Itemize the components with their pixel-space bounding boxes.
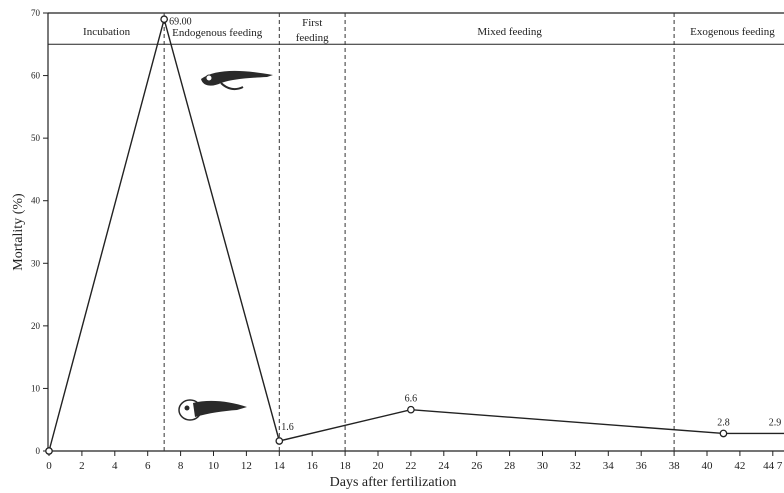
data-label: 1.6 — [281, 422, 294, 433]
x-ticks: 0 2 4 6 8 10 12 14 16 18 20 22 24 26 28 30 32 34 36 38 40 42 4… — [46, 451, 783, 472]
stage-label: Mixed feeding — [477, 26, 542, 38]
x-tick-label: 22 — [405, 460, 416, 472]
data-label: 6.6 — [405, 394, 418, 405]
y-tick-label: 40 — [31, 196, 41, 206]
x-tick-label: 40 — [702, 460, 714, 472]
y-tick-label: 70 — [31, 8, 41, 18]
stage-label: Exogenous feeding — [690, 26, 775, 38]
x-tick-label: 42 — [734, 460, 745, 472]
x-tick-label: 8 — [178, 460, 184, 472]
y-tick-label: 60 — [31, 71, 41, 81]
y-tick-label: 50 — [31, 133, 41, 143]
x-tick-label: 6 — [145, 460, 151, 472]
y-tick-label: 0 — [36, 446, 41, 456]
x-tick-label: 2 — [79, 460, 85, 472]
x-tick-label: 32 — [570, 460, 581, 472]
data-label: 2.9 — [769, 417, 782, 428]
x-tick-label: 44 7 — [763, 460, 783, 472]
data-point — [407, 405, 415, 414]
x-tick-label: 38 — [669, 460, 681, 472]
y-tick-label: 20 — [31, 321, 41, 331]
y-tick-label: 10 — [31, 383, 41, 393]
data-point — [275, 437, 284, 445]
stage-labels: Incubation Endogenous feeding First feeding… — [83, 17, 775, 44]
x-tick-label: 20 — [373, 460, 385, 472]
x-tick-label: 26 — [471, 460, 483, 472]
data-markers — [45, 15, 728, 455]
data-labels: 69.00 1.6 6.6 2.8 2.9 — [169, 16, 781, 433]
fish-egg-illustration — [178, 399, 247, 421]
series-line — [48, 16, 784, 452]
x-tick-label: 18 — [340, 460, 352, 472]
data-label: 69.00 — [169, 16, 192, 27]
data-label: 2.8 — [717, 417, 730, 428]
x-tick-label: 28 — [504, 460, 516, 472]
x-tick-label: 16 — [307, 460, 319, 472]
x-tick-label: 0 — [46, 460, 52, 472]
x-tick-label: 34 — [603, 460, 615, 472]
data-point — [719, 429, 728, 438]
x-axis-title: Days after fertilization — [330, 475, 457, 490]
larva-illustration — [201, 70, 273, 91]
x-tick-label: 24 — [438, 460, 450, 472]
x-tick-label: 30 — [537, 460, 549, 472]
x-tick-label: 12 — [241, 460, 252, 472]
data-point — [45, 447, 53, 455]
data-point — [160, 15, 168, 24]
x-tick-label: 4 — [112, 460, 118, 472]
x-tick-label: 36 — [636, 460, 648, 472]
y-tick-label: 30 — [31, 258, 41, 268]
stage-label: Incubation — [83, 26, 131, 38]
stage-label: First — [302, 17, 322, 29]
stage-label: Endogenous feeding — [172, 27, 263, 39]
y-axis-title: Mortality (%) — [11, 193, 26, 271]
y-ticks: 0 10 20 30 40 50 60 70 — [31, 8, 48, 456]
x-tick-label: 14 — [274, 460, 286, 472]
stage-boundaries — [163, 13, 675, 451]
stage-label: feeding — [296, 32, 329, 44]
x-tick-label: 10 — [208, 460, 220, 472]
